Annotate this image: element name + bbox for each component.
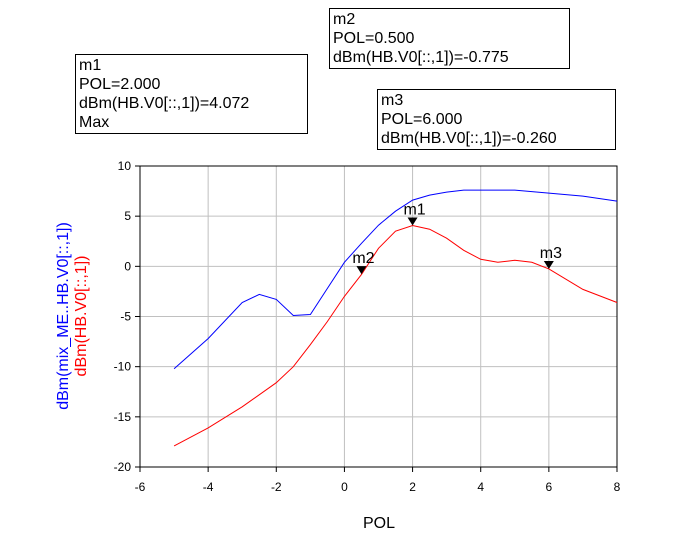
y-tick-label: 5 bbox=[124, 209, 131, 223]
marker-box-line: POL=2.000 bbox=[79, 76, 161, 93]
marker-box-m3: m3 POL=6.000 dBm(HB.V0[::,1])=-0.260 bbox=[377, 89, 616, 150]
marker-label-m2: m2 bbox=[352, 250, 374, 267]
marker-box-line: dBm(HB.V0[::,1])=4.072 bbox=[79, 95, 250, 112]
marker-label-m3: m3 bbox=[540, 245, 562, 262]
marker-box-line: m2 bbox=[333, 11, 356, 28]
x-tick-label: 4 bbox=[477, 480, 484, 494]
y-tick-label: -20 bbox=[114, 460, 132, 474]
marker-box-line: m1 bbox=[79, 57, 102, 74]
marker-box-line: dBm(HB.V0[::,1])=-0.260 bbox=[381, 130, 557, 147]
marker-box-m2: m2 POL=0.500 dBm(HB.V0[::,1])=-0.775 bbox=[329, 8, 570, 69]
x-tick-label: 2 bbox=[409, 480, 416, 494]
grid bbox=[135, 165, 618, 472]
y-axis-label-blue: dBm(mix_ME..HB.V0[::,1]) bbox=[55, 222, 72, 410]
marker-label-m1: m1 bbox=[403, 201, 425, 218]
x-tick-label: 8 bbox=[614, 480, 621, 494]
x-axis-label: POL bbox=[363, 515, 395, 532]
marker-triangle-m1 bbox=[407, 217, 418, 226]
y-tick-label: 10 bbox=[118, 159, 132, 173]
y-tick-label: 0 bbox=[124, 259, 131, 273]
y-tick-label: -5 bbox=[120, 310, 131, 324]
marker-points: m1 m2 m3 bbox=[352, 201, 562, 275]
x-tick-label: -4 bbox=[203, 480, 214, 494]
marker-box-line: m3 bbox=[381, 92, 404, 109]
series-line-red bbox=[173, 224, 618, 447]
x-tick-label: 0 bbox=[341, 480, 348, 494]
plot-frame bbox=[139, 165, 618, 468]
series-group bbox=[173, 189, 618, 447]
marker-triangle-m3 bbox=[543, 260, 554, 269]
marker-triangle-m2 bbox=[356, 266, 367, 275]
y-axis-label-red: dBm(HB.V0[::,1]) bbox=[73, 256, 90, 377]
marker-box-line: Max bbox=[79, 114, 110, 131]
marker-box-line: POL=6.000 bbox=[381, 111, 463, 128]
series-line-blue bbox=[173, 189, 618, 370]
y-tick-label: -15 bbox=[114, 410, 132, 424]
marker-box-line: dBm(HB.V0[::,1])=-0.775 bbox=[333, 49, 509, 66]
x-tick-label: -6 bbox=[135, 480, 146, 494]
y-tick-label: -10 bbox=[114, 360, 132, 374]
marker-box-m1: m1 POL=2.000 dBm(HB.V0[::,1])=4.072 Max bbox=[75, 54, 308, 134]
x-tick-label: 6 bbox=[546, 480, 553, 494]
marker-box-line: POL=0.500 bbox=[333, 30, 415, 47]
x-tick-label: -2 bbox=[271, 480, 282, 494]
